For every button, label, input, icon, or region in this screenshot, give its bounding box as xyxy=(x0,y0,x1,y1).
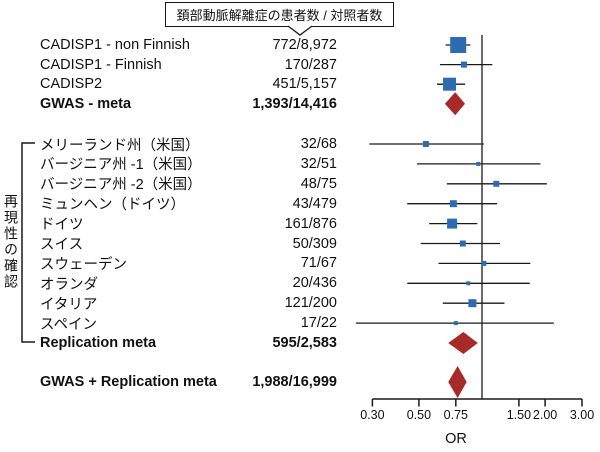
effect-square xyxy=(449,200,457,208)
study-row: CADISP1 - Finnish 170/287 xyxy=(40,55,337,75)
effect-square xyxy=(476,161,481,166)
study-row: メリーランド州（米国） 32/68 xyxy=(40,134,337,154)
study-label: GWAS - meta xyxy=(40,95,132,112)
study-row: スイス 50/309 xyxy=(40,234,337,254)
effect-square xyxy=(459,240,466,247)
study-row: オランダ 20/436 xyxy=(40,273,337,293)
axis-tick-label: 0.75 xyxy=(443,408,468,422)
study-label: バージニア州 -1（米国） xyxy=(40,157,202,174)
effect-square xyxy=(447,218,458,229)
study-row: ミュンヘン（ドイツ） 43/479 xyxy=(40,194,337,214)
study-label: スウェーデン xyxy=(40,256,127,273)
axis-tick-label: 1.50 xyxy=(506,408,532,422)
study-row: イタリア 121/200 xyxy=(40,293,337,313)
study-counts: 451/5,157 xyxy=(272,76,337,93)
column-header-box: 頚部動脈解離症の患者数 / 対照者数 xyxy=(165,2,394,27)
study-counts: 161/876 xyxy=(284,215,337,232)
effect-square xyxy=(443,77,457,91)
study-counts: 772/8,972 xyxy=(272,37,337,53)
group-bracket xyxy=(21,142,35,343)
study-counts: 595/2,583 xyxy=(272,335,337,351)
axis-tick-label: 0.30 xyxy=(360,408,385,422)
meta-diamond xyxy=(448,366,467,398)
study-label: スイス xyxy=(40,237,84,253)
study-counts: 1,393/14,416 xyxy=(252,95,337,112)
study-counts: 32/68 xyxy=(300,136,337,152)
axis-tick-label: 0.50 xyxy=(406,408,432,422)
effect-square xyxy=(450,37,467,53)
x-axis-title: OR xyxy=(445,431,467,447)
effect-square xyxy=(453,321,458,326)
study-label: バージニア州 -2（米国） xyxy=(40,177,202,194)
study-row: バージニア州 -2（米国） 48/75 xyxy=(40,174,337,194)
meta-diamond xyxy=(448,332,478,354)
study-counts: 121/200 xyxy=(284,295,337,312)
study-counts: 1,988/16,999 xyxy=(252,374,337,390)
column-header-label: 頚部動脈解離症の患者数 / 対照者数 xyxy=(176,8,383,23)
study-label: オランダ xyxy=(40,276,98,293)
study-row: GWAS + Replication meta 1,988/16,999 xyxy=(40,372,337,392)
axis-tick-label: 2.00 xyxy=(532,408,558,422)
axis-tick-label: 3.00 xyxy=(569,408,595,422)
study-counts: 20/436 xyxy=(292,275,337,292)
effect-square xyxy=(493,180,500,187)
study-counts: 48/75 xyxy=(300,175,337,192)
study-row: GWAS - meta 1,393/14,416 xyxy=(40,94,337,114)
callout-pointer xyxy=(287,25,313,36)
study-label: GWAS + Replication meta xyxy=(40,374,217,390)
effect-square xyxy=(466,281,471,286)
study-label: CADISP1 - Finnish xyxy=(40,56,162,73)
study-label: ミュンヘン（ドイツ） xyxy=(40,197,185,214)
study-row: CADISP1 - non Finnish 772/8,972 xyxy=(40,35,337,55)
study-label: CADISP1 - non Finnish xyxy=(40,37,190,53)
study-label: スペイン xyxy=(40,316,97,333)
study-counts: 17/22 xyxy=(300,315,337,332)
meta-diamond xyxy=(444,92,466,116)
effect-square xyxy=(468,299,477,308)
effect-square xyxy=(460,61,467,68)
study-row: スウェーデン 71/67 xyxy=(40,253,337,273)
study-row: CADISP2 451/5,157 xyxy=(40,74,337,94)
study-label: ドイツ xyxy=(40,217,84,234)
study-label: イタリア xyxy=(40,296,98,313)
study-counts: 32/51 xyxy=(300,155,337,172)
study-row: Replication meta 595/2,583 xyxy=(40,333,337,353)
effect-square xyxy=(422,141,429,147)
study-label: Replication meta xyxy=(40,335,157,351)
study-label: CADISP2 xyxy=(40,76,103,93)
study-counts: 43/479 xyxy=(292,195,337,212)
study-counts: 71/67 xyxy=(300,255,337,272)
replication-group-label: 再現性の確認 xyxy=(3,194,19,290)
study-counts: 170/287 xyxy=(284,56,337,73)
effect-square xyxy=(481,260,487,266)
study-label: メリーランド州（米国） xyxy=(40,137,200,154)
study-row: バージニア州 -1（米国） 32/51 xyxy=(40,154,337,174)
study-row: ドイツ 161/876 xyxy=(40,214,337,234)
study-counts: 50/309 xyxy=(292,235,337,252)
study-row: スペイン 17/22 xyxy=(40,313,337,333)
